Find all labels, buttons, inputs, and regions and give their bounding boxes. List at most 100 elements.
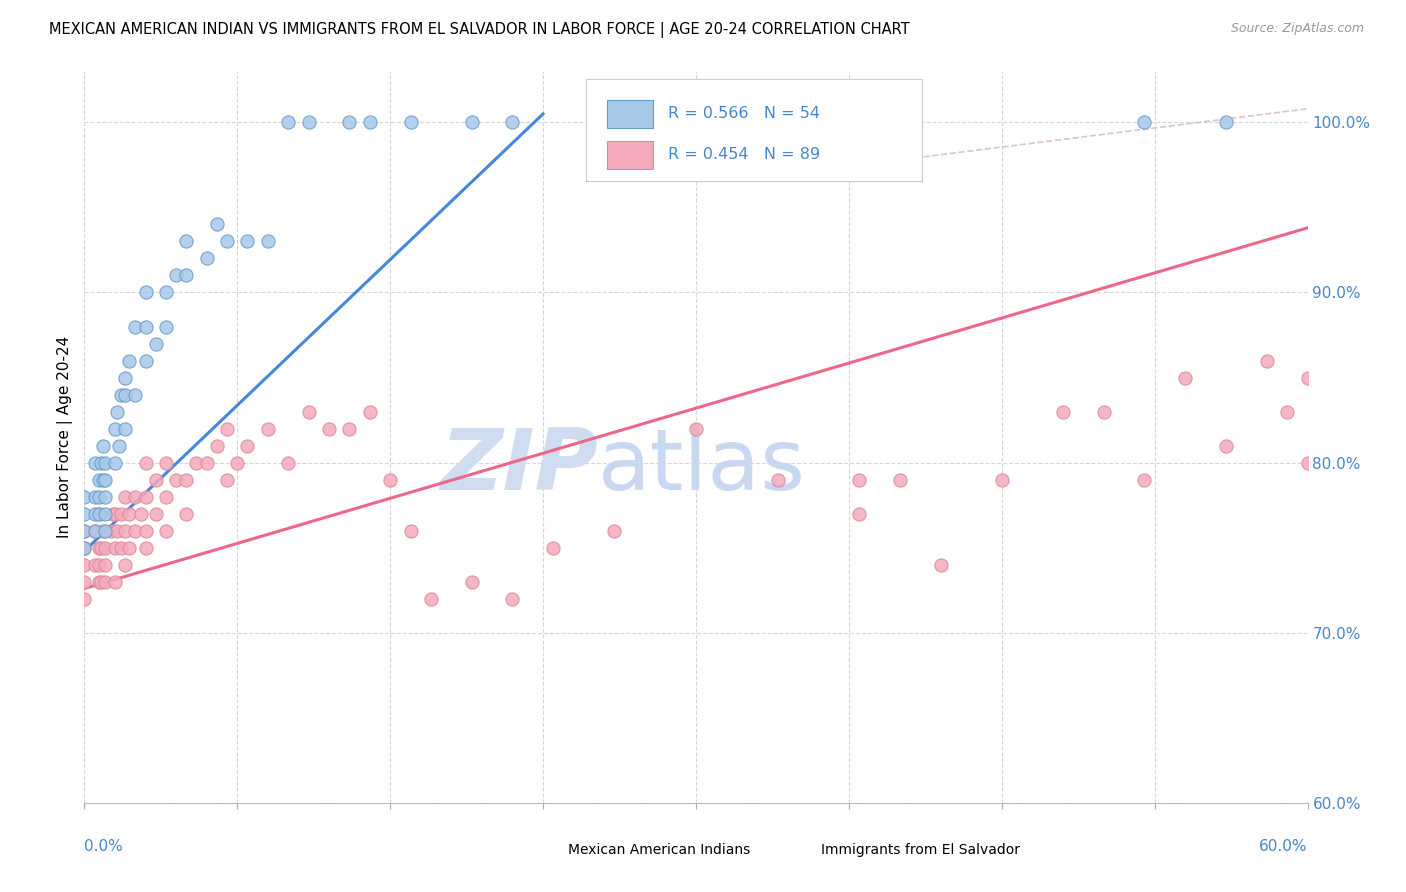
- Point: [83, 558, 105, 572]
- Point: [105, 404, 128, 418]
- Point: [145, 507, 167, 521]
- Point: [1133, 115, 1156, 129]
- Point: [93, 524, 115, 538]
- Point: [104, 574, 127, 589]
- Point: [155, 319, 177, 334]
- Point: [399, 115, 422, 129]
- Point: [101, 507, 124, 521]
- Point: [318, 421, 340, 435]
- Point: [73, 591, 96, 606]
- Text: R = 0.566   N = 54: R = 0.566 N = 54: [668, 106, 820, 121]
- Point: [502, 591, 524, 606]
- Point: [420, 591, 443, 606]
- Point: [298, 404, 321, 418]
- Point: [174, 235, 197, 249]
- Point: [848, 473, 870, 487]
- Point: [110, 541, 132, 555]
- Point: [73, 541, 96, 555]
- Point: [124, 387, 146, 401]
- Point: [104, 421, 127, 435]
- Point: [93, 490, 115, 504]
- Point: [135, 456, 157, 470]
- Point: [114, 524, 136, 538]
- Point: [91, 439, 114, 453]
- Point: [165, 268, 187, 283]
- Point: [195, 456, 218, 470]
- Point: [114, 558, 136, 572]
- Point: [461, 574, 484, 589]
- Point: [110, 507, 132, 521]
- Point: [991, 473, 1014, 487]
- Point: [104, 507, 127, 521]
- Point: [135, 541, 157, 555]
- Point: [848, 507, 870, 521]
- Point: [87, 490, 110, 504]
- Point: [83, 456, 105, 470]
- Point: [399, 524, 422, 538]
- Point: [217, 235, 239, 249]
- Point: [1133, 473, 1156, 487]
- Point: [90, 456, 112, 470]
- Point: [583, 115, 606, 129]
- Point: [93, 558, 115, 572]
- Point: [155, 456, 177, 470]
- Point: [766, 473, 789, 487]
- Point: [155, 490, 177, 504]
- Point: [104, 456, 127, 470]
- Point: [135, 353, 157, 368]
- Point: [83, 524, 105, 538]
- Point: [277, 456, 299, 470]
- Point: [93, 456, 115, 470]
- Point: [145, 473, 167, 487]
- Point: [90, 574, 112, 589]
- Text: 0.0%: 0.0%: [84, 839, 124, 855]
- Point: [73, 524, 96, 538]
- Point: [1052, 404, 1074, 418]
- Point: [380, 473, 402, 487]
- Point: [91, 473, 114, 487]
- Point: [87, 574, 110, 589]
- Point: [90, 541, 112, 555]
- Point: [1337, 319, 1360, 334]
- Point: [145, 336, 167, 351]
- Point: [165, 473, 187, 487]
- Point: [277, 115, 299, 129]
- Point: [73, 524, 96, 538]
- Bar: [787, 843, 814, 859]
- Point: [110, 387, 132, 401]
- Point: [135, 285, 157, 300]
- Point: [83, 524, 105, 538]
- Text: atlas: atlas: [598, 425, 806, 508]
- Point: [105, 524, 128, 538]
- Point: [124, 524, 146, 538]
- Point: [1317, 336, 1340, 351]
- Text: 60.0%: 60.0%: [1260, 839, 1308, 855]
- Point: [87, 473, 110, 487]
- Point: [118, 507, 141, 521]
- Point: [217, 473, 239, 487]
- Point: [174, 268, 197, 283]
- Point: [1358, 302, 1381, 317]
- Point: [87, 507, 110, 521]
- Text: Source: ZipAtlas.com: Source: ZipAtlas.com: [1230, 22, 1364, 36]
- Point: [73, 574, 96, 589]
- Point: [73, 558, 96, 572]
- Point: [135, 319, 157, 334]
- Point: [124, 490, 146, 504]
- Bar: [534, 843, 561, 859]
- Point: [236, 439, 259, 453]
- Point: [1256, 353, 1278, 368]
- Point: [114, 490, 136, 504]
- Point: [217, 421, 239, 435]
- Text: MEXICAN AMERICAN INDIAN VS IMMIGRANTS FROM EL SALVADOR IN LABOR FORCE | AGE 20-2: MEXICAN AMERICAN INDIAN VS IMMIGRANTS FR…: [49, 22, 910, 38]
- Point: [543, 541, 565, 555]
- Point: [603, 524, 626, 538]
- Point: [114, 421, 136, 435]
- Point: [1277, 404, 1299, 418]
- Point: [236, 235, 259, 249]
- Text: Mexican American Indians: Mexican American Indians: [568, 843, 749, 857]
- Text: ZIP: ZIP: [440, 425, 598, 508]
- Point: [502, 115, 524, 129]
- Point: [91, 524, 114, 538]
- Point: [1399, 268, 1406, 283]
